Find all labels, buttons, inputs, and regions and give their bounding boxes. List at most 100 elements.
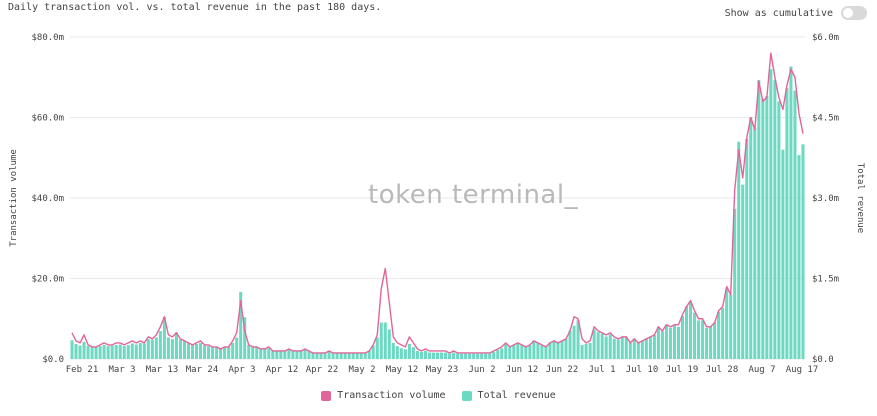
x-axis-ticks: Feb 21 Mar 3 Mar 13 Mar 24 Apr 3 Apr 12 Apr 22… <box>66 365 819 375</box>
revenue-bar <box>239 291 243 359</box>
revenue-bar <box>227 347 231 359</box>
revenue-bar <box>235 337 239 359</box>
revenue-bar <box>122 346 126 359</box>
revenue-bar <box>78 345 82 359</box>
chart-legend: Transaction volume Total revenue <box>0 390 877 401</box>
x-tick: Jun 22 <box>546 365 579 375</box>
toggle-knob <box>843 8 853 18</box>
revenue-bar <box>355 353 359 359</box>
x-tick: May 12 <box>386 365 419 375</box>
revenue-bar <box>508 347 512 359</box>
revenue-bar <box>199 342 203 359</box>
revenue-bar <box>680 316 685 359</box>
revenue-bar <box>672 325 676 359</box>
revenue-bar <box>259 348 263 359</box>
revenue-bar <box>733 208 737 359</box>
revenue-bar <box>749 117 753 359</box>
revenue-bar <box>295 350 299 359</box>
revenue-bar <box>636 342 640 359</box>
revenue-bar <box>620 337 624 359</box>
revenue-bar <box>492 352 496 359</box>
revenue-bar <box>255 347 259 359</box>
y-tick-left: $20.0m <box>31 275 64 285</box>
revenue-bar <box>343 353 347 359</box>
revenue-bar <box>186 342 191 359</box>
revenue-bar <box>684 306 689 359</box>
revenue-bar <box>98 346 102 359</box>
legend-label-revenue: Total revenue <box>477 390 556 401</box>
revenue-bar <box>717 311 721 359</box>
revenue-bar <box>556 342 560 359</box>
y-tick-right: $1.5m <box>812 275 839 285</box>
revenue-bar <box>797 155 801 359</box>
x-tick: Jul 19 <box>666 365 699 375</box>
revenue-bar <box>520 344 524 359</box>
revenue-bar <box>90 347 94 359</box>
revenue-bar <box>207 346 211 359</box>
revenue-bar <box>648 336 652 359</box>
legend-item-volume[interactable]: Transaction volume <box>321 390 446 401</box>
cumulative-toggle-label: Show as cumulative <box>724 7 833 19</box>
revenue-bar <box>403 349 407 359</box>
revenue-bar <box>564 338 568 359</box>
revenue-bar <box>219 348 223 359</box>
revenue-bar <box>584 343 588 359</box>
revenue-bar <box>588 342 592 359</box>
x-tick: Mar 24 <box>186 365 219 375</box>
revenue-bar <box>106 346 110 359</box>
revenue-bar <box>484 353 488 359</box>
revenue-bar <box>379 322 383 359</box>
revenue-bar <box>576 320 580 359</box>
revenue-bar <box>781 149 785 359</box>
revenue-bar <box>367 350 371 359</box>
volume-line <box>71 52 804 354</box>
revenue-bar <box>351 353 355 359</box>
revenue-bar <box>415 350 419 359</box>
revenue-bar <box>516 342 520 359</box>
x-tick: Mar 3 <box>108 365 135 375</box>
revenue-bar <box>572 325 576 359</box>
revenue-bars <box>70 66 805 360</box>
revenue-bar <box>801 144 805 359</box>
x-tick: Jul 1 <box>588 365 615 375</box>
revenue-bar <box>697 320 701 359</box>
revenue-bar <box>359 353 363 359</box>
legend-item-revenue[interactable]: Total revenue <box>461 390 556 401</box>
revenue-bar <box>114 345 118 359</box>
revenue-bar <box>468 353 472 359</box>
revenue-bar <box>777 101 781 360</box>
revenue-bar <box>765 96 769 360</box>
revenue-bar <box>448 353 452 359</box>
revenue-bar <box>323 353 327 359</box>
revenue-bar <box>391 342 395 359</box>
revenue-bar <box>435 352 440 359</box>
revenue-bar <box>178 339 182 359</box>
x-tick: Jun 12 <box>506 365 539 375</box>
revenue-bar <box>203 345 207 359</box>
revenue-bar <box>231 342 235 359</box>
revenue-bar <box>182 341 186 359</box>
revenue-bar <box>612 338 616 359</box>
revenue-bar <box>287 349 291 359</box>
revenue-bar <box>504 343 508 359</box>
revenue-bar <box>568 330 572 359</box>
revenue-bar <box>652 334 656 359</box>
y-axis-left-ticks: $0.0 $20.0m $40.0m $60.0m $80.0m <box>31 33 64 365</box>
revenue-bar <box>291 350 295 359</box>
revenue-bar <box>70 340 74 359</box>
revenue-bar <box>243 317 247 359</box>
revenue-bar <box>689 302 693 359</box>
revenue-bar <box>656 326 660 359</box>
revenue-bar <box>339 353 343 359</box>
revenue-bar <box>644 338 648 359</box>
revenue-bar <box>452 352 456 359</box>
cumulative-toggle[interactable] <box>841 6 867 20</box>
revenue-bar <box>142 343 146 359</box>
revenue-bar <box>592 329 596 359</box>
revenue-bar <box>126 345 130 359</box>
revenue-bar <box>761 98 765 359</box>
revenue-bar <box>632 338 636 359</box>
revenue-bar <box>190 345 195 359</box>
revenue-bar <box>480 353 484 359</box>
revenue-bar <box>307 350 311 359</box>
